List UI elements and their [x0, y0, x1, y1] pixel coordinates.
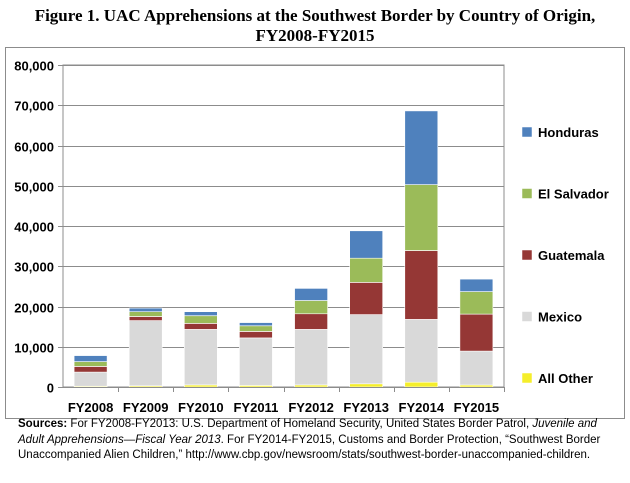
legend-label: Honduras	[538, 125, 599, 140]
bar-segment-guatemala	[184, 323, 218, 330]
bar-segment-honduras	[239, 322, 273, 327]
legend-swatch	[521, 249, 533, 261]
source-note: Sources: For FY2008-FY2013: U.S. Departm…	[18, 417, 618, 464]
bar-segment-mexico	[73, 371, 108, 387]
bar-segment-honduras	[404, 110, 439, 185]
bar-segment-guatemala	[349, 282, 384, 315]
bar-segment-el-salvador	[459, 291, 494, 315]
bar-segment-honduras	[73, 355, 108, 362]
bar-segment-guatemala	[459, 313, 494, 352]
y-tick-label: 50,000	[14, 180, 54, 195]
source-text-2: . For FY2014-FY2015, Customs and Border …	[18, 433, 601, 462]
bar-segment-mexico	[459, 350, 494, 386]
bar-segment-honduras	[294, 288, 328, 301]
bar-segment-all-other	[349, 383, 384, 388]
bar-segment-guatemala	[73, 366, 108, 373]
y-tick-label: 60,000	[14, 140, 54, 155]
bar-segment-mexico	[404, 319, 439, 383]
bar-segment-guatemala	[128, 316, 163, 321]
bars	[73, 110, 494, 388]
bar-segment-honduras	[459, 278, 494, 292]
x-tick-label: FY2011	[233, 400, 278, 415]
legend-swatch	[521, 311, 533, 322]
bar-segment-el-salvador	[184, 315, 218, 324]
y-tick-label: 40,000	[14, 220, 54, 235]
y-tick-label: 80,000	[14, 59, 54, 74]
chart-border	[5, 47, 625, 419]
legend: Honduras El Salvador Guatemala Mexico All Ot…	[521, 125, 609, 386]
x-tick-label: FY2014	[399, 400, 445, 415]
source-italic-title: Juvenile and Adult Apprehensions—Fiscal …	[18, 418, 597, 446]
bar-segment-el-salvador	[404, 184, 439, 251]
x-tick-label: FY2015	[454, 400, 500, 415]
x-tick-label: FY2013	[343, 400, 389, 415]
x-tick-label: FY2008	[68, 400, 114, 415]
y-tick-label: 0	[47, 381, 54, 396]
bar-segment-guatemala	[239, 331, 273, 339]
legend-label: Guatemala	[538, 248, 605, 263]
bar-segment-honduras	[184, 311, 218, 317]
bar-segment-mexico	[184, 329, 218, 386]
bar-segment-guatemala	[404, 250, 439, 320]
bar-segment-el-salvador	[294, 300, 328, 315]
y-tick-label: 70,000	[14, 99, 54, 114]
bar-segment-mexico	[294, 329, 328, 386]
legend-swatch	[521, 188, 533, 199]
axes: 0 10,000 20,000 30,000 40,000 50,000 60,000 70,…	[14, 59, 505, 415]
legend-swatch	[521, 372, 533, 384]
bar-segment-mexico	[239, 337, 273, 386]
bar-segment-all-other	[184, 384, 218, 388]
bar-segment-mexico	[128, 320, 163, 387]
y-tick-label: 20,000	[14, 301, 54, 316]
source-text-1: For FY2008-FY2013: U.S. Department of Ho…	[67, 418, 533, 430]
x-tick-label: FY2009	[123, 400, 169, 415]
bar-segment-honduras	[349, 230, 384, 259]
chart-title-line-1: Figure 1. UAC Apprehensions at the South…	[34, 6, 596, 25]
bar-segment-mexico	[349, 314, 384, 385]
legend-label: El Salvador	[538, 187, 609, 202]
x-tick-label: FY2010	[178, 400, 224, 415]
legend-swatch	[521, 126, 533, 138]
bar-segment-el-salvador	[73, 361, 108, 367]
bar-segment-honduras	[128, 307, 163, 313]
legend-label: Mexico	[538, 310, 582, 325]
chart-title: Figure 1. UAC Apprehensions at the South…	[0, 6, 630, 46]
source-label: Sources:	[18, 418, 68, 430]
bar-segment-el-salvador	[128, 311, 163, 317]
y-tick-label: 30,000	[14, 260, 54, 275]
legend-label: All Other	[538, 371, 593, 386]
chart-title-line-2: FY2008-FY2015	[255, 26, 375, 45]
bar-segment-all-other	[294, 384, 328, 388]
bar-segment-el-salvador	[239, 325, 273, 332]
bar-segment-all-other	[404, 381, 439, 388]
y-tick-label: 10,000	[14, 341, 54, 356]
bar-segment-guatemala	[294, 313, 328, 330]
bar-segment-el-salvador	[349, 257, 384, 283]
x-tick-label: FY2012	[288, 400, 334, 415]
